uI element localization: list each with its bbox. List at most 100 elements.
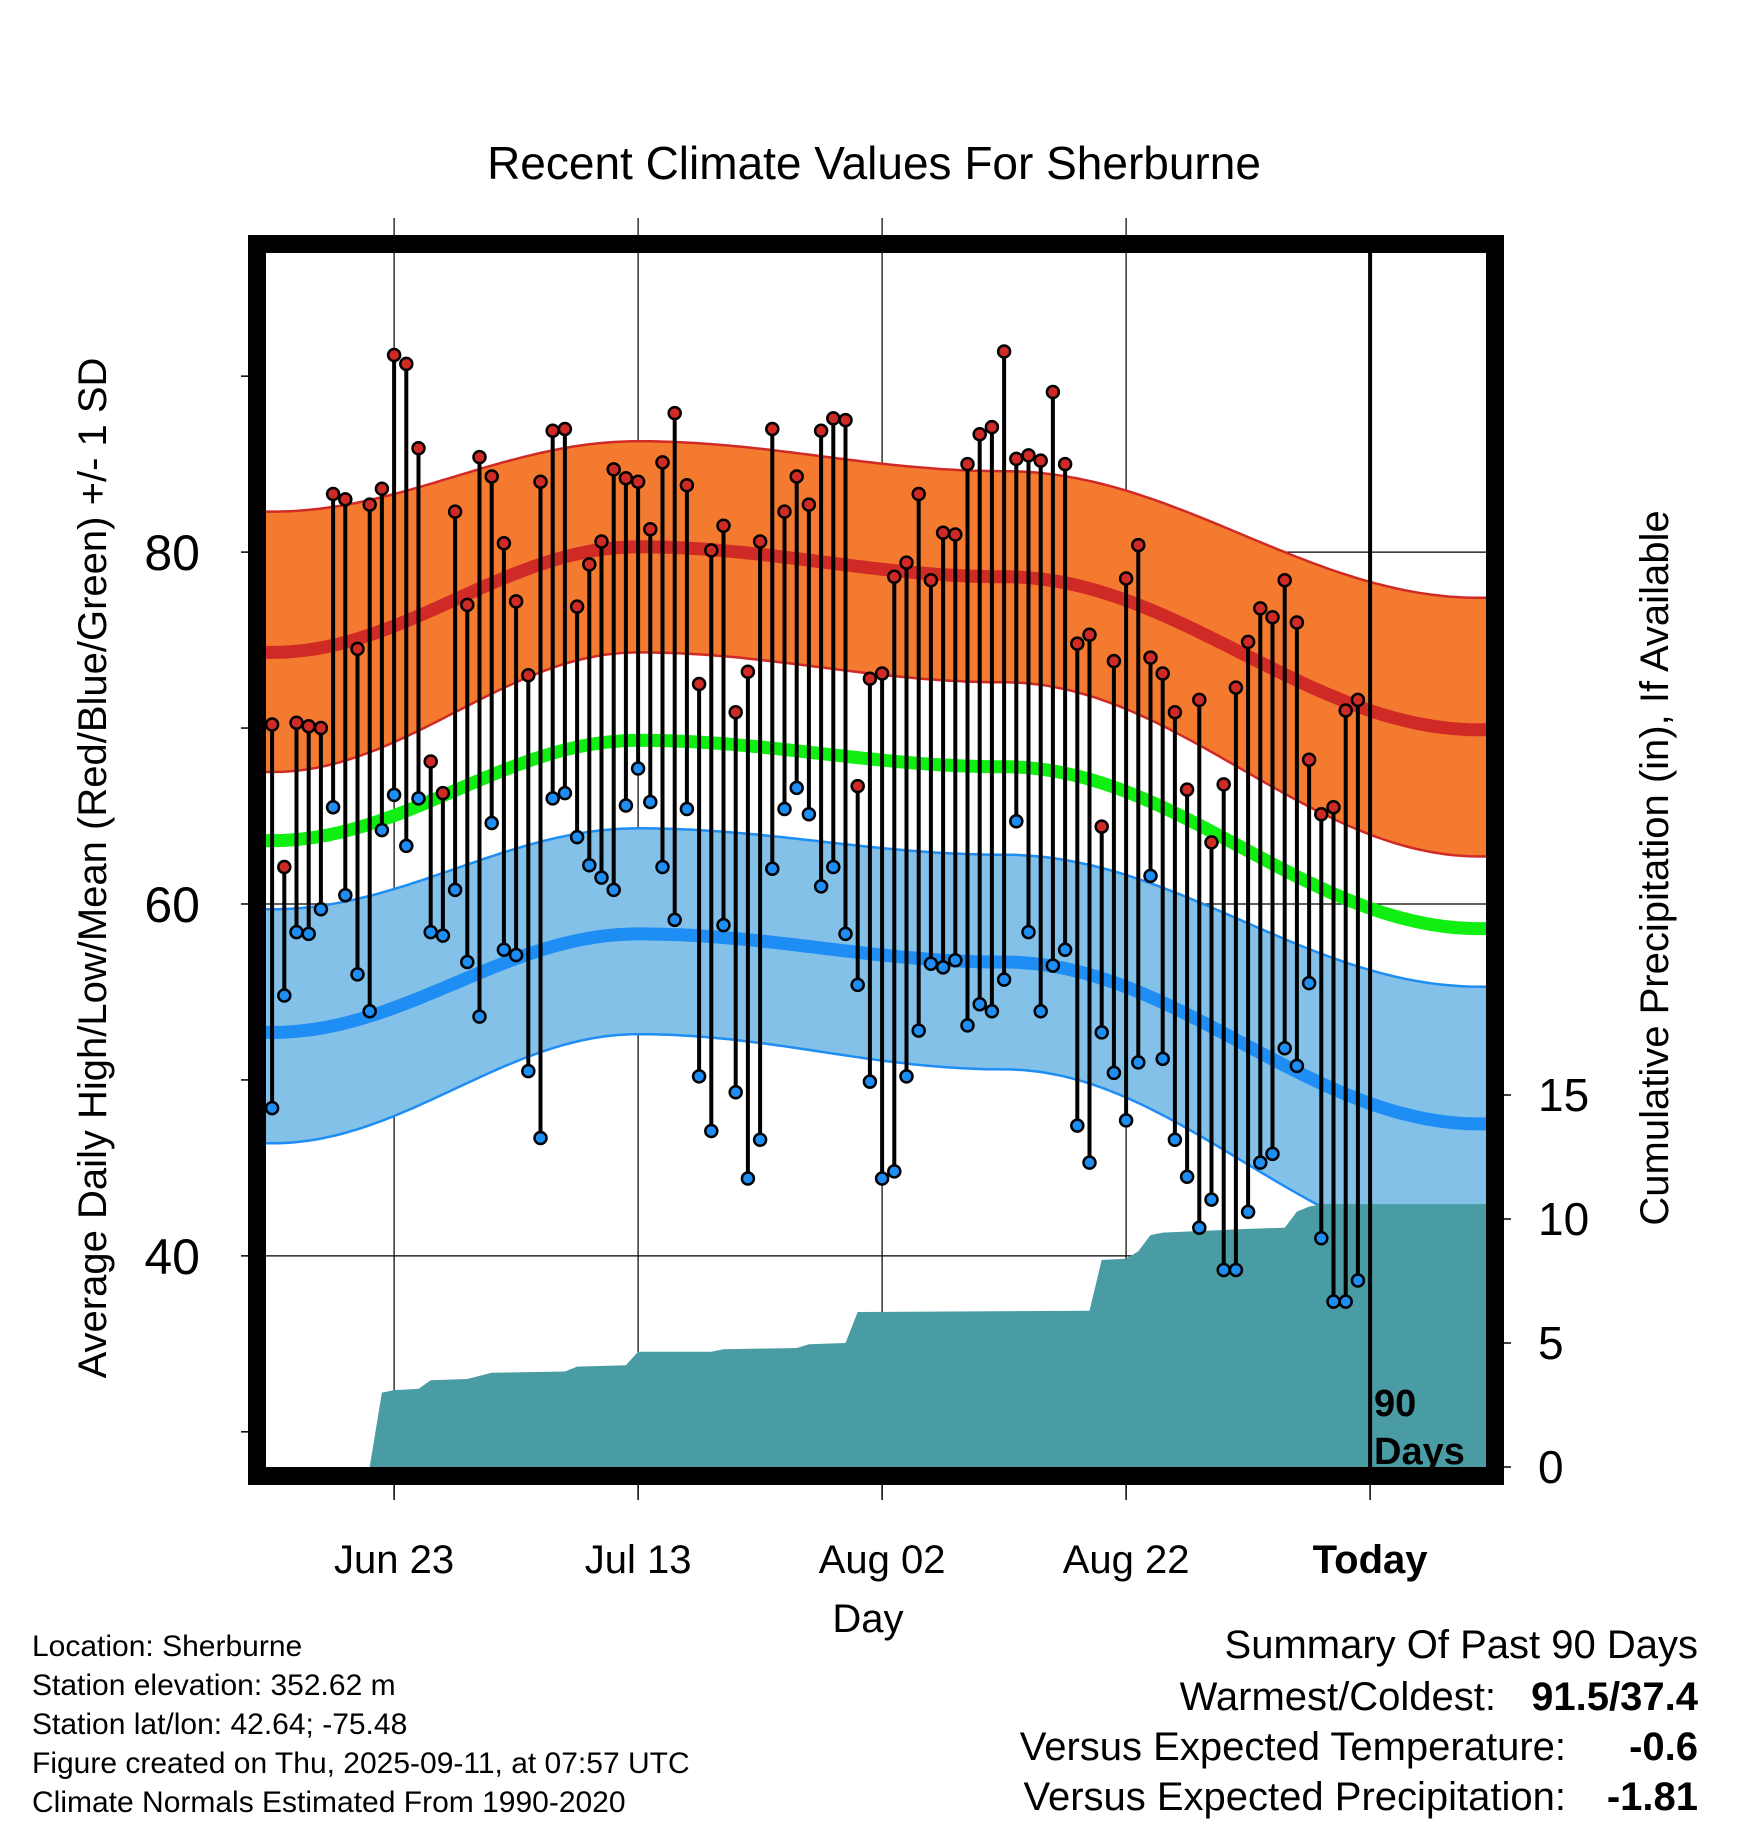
daily-low-point bbox=[1094, 1025, 1109, 1040]
daily-low-point bbox=[460, 954, 475, 970]
daily-high-point bbox=[435, 785, 451, 801]
daily-low-point bbox=[569, 829, 585, 845]
daily-low-point bbox=[948, 953, 963, 968]
today-marker-label-days-count: 90 bbox=[1374, 1383, 1416, 1425]
daily-high-point bbox=[569, 599, 585, 614]
daily-low-point bbox=[411, 791, 426, 806]
daily-high-point bbox=[691, 676, 707, 692]
daily-high-point bbox=[423, 754, 438, 769]
plot-area bbox=[266, 253, 1486, 1467]
daily-high-point bbox=[716, 518, 731, 533]
daily-high-point bbox=[765, 421, 780, 437]
daily-high-point bbox=[948, 527, 963, 542]
daily-high-point bbox=[594, 534, 609, 549]
daily-low-point bbox=[289, 924, 304, 940]
daily-low-point bbox=[935, 960, 951, 975]
daily-high-point bbox=[1192, 692, 1207, 708]
normals-period: Climate Normals Estimated From 1990-2020 bbox=[32, 1786, 626, 1819]
daily-low-point bbox=[1228, 1262, 1244, 1278]
summary-warm-cold-label: Warmest/Coldest: bbox=[1180, 1675, 1496, 1719]
daily-low-point bbox=[1131, 1055, 1146, 1070]
daily-high-point bbox=[1216, 777, 1231, 792]
daily-high-point bbox=[1314, 807, 1329, 822]
daily-high-point bbox=[777, 504, 792, 519]
daily-high-point bbox=[508, 594, 524, 609]
daily-low-point bbox=[667, 912, 682, 928]
daily-low-point bbox=[1179, 1169, 1195, 1184]
daily-high-point bbox=[752, 534, 768, 549]
station-elevation: Station elevation: 352.62 m bbox=[32, 1669, 396, 1702]
daily-high-point bbox=[606, 462, 621, 477]
daily-low-point bbox=[1167, 1132, 1183, 1147]
daily-low-point bbox=[1301, 975, 1317, 991]
daily-high-point bbox=[1301, 752, 1317, 767]
daily-high-point bbox=[874, 666, 890, 681]
daily-high-point bbox=[1350, 692, 1366, 708]
daily-high-point bbox=[289, 715, 304, 731]
right-tick-label: 15 bbox=[1538, 1069, 1589, 1121]
daily-low-point bbox=[643, 794, 658, 810]
right-tick-label: 10 bbox=[1538, 1193, 1589, 1245]
right-tick-label: 5 bbox=[1538, 1317, 1564, 1369]
daily-low-point bbox=[789, 780, 804, 796]
daily-low-point bbox=[655, 859, 670, 875]
daily-high-point bbox=[704, 543, 719, 558]
daily-low-point bbox=[350, 967, 365, 982]
daily-high-point bbox=[1253, 601, 1268, 616]
daily-low-point bbox=[1240, 1204, 1256, 1220]
daily-low-point bbox=[362, 1004, 377, 1019]
daily-low-point bbox=[960, 1018, 975, 1033]
daily-low-point bbox=[728, 1084, 743, 1100]
daily-high-point bbox=[1143, 650, 1158, 665]
daily-high-point bbox=[923, 573, 939, 588]
station-latlon: Station lat/lon: 42.64; -75.48 bbox=[32, 1708, 407, 1741]
normal-high-line bbox=[266, 540, 1486, 737]
daily-high-point bbox=[1021, 448, 1036, 463]
daily-high-point bbox=[411, 441, 426, 456]
daily-high-point bbox=[338, 492, 353, 507]
daily-high-point bbox=[813, 423, 829, 438]
daily-low-point bbox=[374, 822, 390, 838]
daily-low-point bbox=[1155, 1051, 1170, 1067]
daily-high-point bbox=[1082, 627, 1097, 643]
daily-low-point bbox=[1277, 1041, 1292, 1056]
daily-high-point bbox=[789, 469, 804, 484]
daily-high-point bbox=[1338, 703, 1353, 718]
daily-high-point bbox=[1326, 799, 1341, 815]
daily-low-point bbox=[1021, 924, 1036, 940]
daily-high-point bbox=[1179, 782, 1195, 797]
plot-content bbox=[266, 253, 1486, 1467]
daily-high-point bbox=[350, 641, 365, 657]
daily-high-point bbox=[460, 597, 475, 613]
daily-low-point bbox=[386, 787, 402, 803]
cumulative-precip-area bbox=[369, 1204, 1486, 1467]
x-tick-label: Jun 23 bbox=[334, 1538, 454, 1582]
daily-high-point bbox=[521, 668, 536, 683]
daily-low-point bbox=[423, 924, 438, 940]
daily-high-point bbox=[679, 477, 695, 493]
daily-low-point bbox=[301, 926, 316, 942]
daily-high-point bbox=[545, 423, 560, 438]
summary-warm-cold-value: 91.5/37.4 bbox=[1531, 1675, 1699, 1719]
daily-high-point bbox=[618, 470, 634, 486]
daily-low-point bbox=[521, 1063, 536, 1079]
daily-low-point bbox=[850, 977, 865, 993]
daily-high-point bbox=[838, 412, 853, 428]
x-tick-label: Jul 13 bbox=[585, 1538, 692, 1582]
daily-high-point bbox=[728, 704, 743, 720]
summary-temp-value: -0.6 bbox=[1629, 1725, 1698, 1769]
daily-high-point bbox=[1204, 835, 1219, 850]
daily-high-point bbox=[862, 671, 878, 687]
x-axis-label: Day bbox=[832, 1597, 903, 1641]
daily-high-point bbox=[850, 778, 865, 794]
daily-high-point bbox=[911, 486, 926, 502]
low-sd-band bbox=[266, 828, 1486, 1253]
daily-low-point bbox=[447, 882, 463, 898]
daily-high-point bbox=[667, 405, 682, 421]
daily-low-point bbox=[533, 1130, 548, 1146]
daily-low-point bbox=[1106, 1065, 1122, 1081]
daily-high-point bbox=[1289, 615, 1305, 630]
daily-high-point bbox=[1118, 571, 1134, 586]
daily-low-point bbox=[557, 785, 573, 801]
low-band-upper-edge bbox=[266, 827, 1486, 988]
